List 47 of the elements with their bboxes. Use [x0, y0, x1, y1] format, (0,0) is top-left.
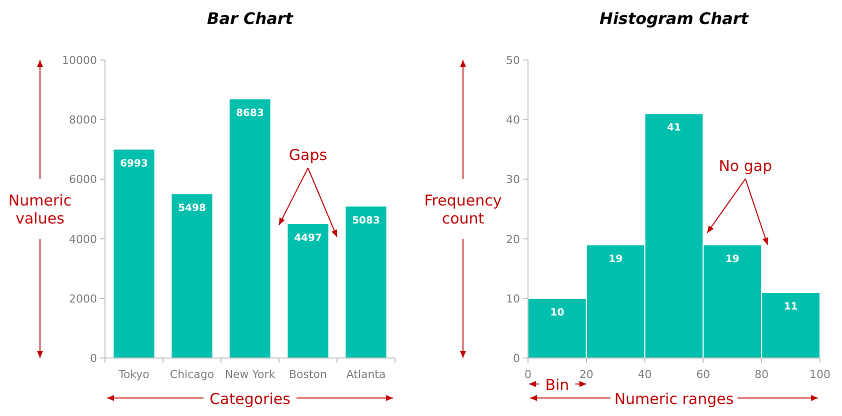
chart-title: Bar Chart — [207, 9, 294, 28]
y-tick-label: 8000 — [69, 114, 97, 127]
y-tick-label: 10000 — [62, 54, 97, 67]
x-tick-label: Chicago — [170, 368, 214, 381]
data-label: 5498 — [178, 203, 206, 214]
bar — [114, 150, 154, 358]
data-label: 41 — [667, 122, 681, 134]
x-tick-label: Boston — [288, 368, 328, 381]
x-tick-label: 40 — [638, 368, 652, 381]
data-label: 10 — [550, 307, 564, 318]
x-tick-label: Tokyo — [118, 368, 150, 381]
x-tick-label: Atlanta — [346, 368, 386, 381]
y-tick-label: 10 — [506, 292, 520, 306]
data-label: 4497 — [294, 232, 322, 244]
x-tick-label: 100 — [810, 368, 830, 381]
chart-title: Histogram Chart — [600, 9, 750, 28]
y-tick-label: 50 — [506, 54, 520, 67]
bar — [172, 194, 212, 358]
data-label: 11 — [784, 301, 798, 312]
data-label: 5083 — [352, 216, 380, 227]
data-label: 8683 — [236, 108, 264, 120]
x-tick-label: 20 — [579, 368, 594, 381]
y-tick-label: 6000 — [69, 173, 97, 186]
text: Categories — [210, 390, 291, 408]
annotation: No gap — [718, 156, 772, 175]
data-label: 6993 — [120, 158, 148, 170]
text: Numeric ranges — [614, 390, 734, 408]
y-tick-label: 20 — [506, 232, 520, 246]
bar — [346, 206, 386, 358]
bar — [230, 99, 270, 358]
x-tick-label: New York — [224, 368, 276, 381]
x-tick-label: 60 — [696, 368, 710, 381]
x-tick-label: 80 — [754, 368, 769, 381]
text: Numeric values — [8, 191, 72, 228]
y-tick-label: 0 — [90, 352, 97, 365]
y-tick-label: 2000 — [69, 292, 97, 306]
data-label: 19 — [725, 254, 740, 265]
text: Bin — [545, 376, 570, 394]
x-tick-label: 0 — [524, 368, 532, 381]
y-tick-label: 40 — [506, 114, 520, 127]
annotation: Gaps — [288, 146, 328, 164]
text: Frequency count — [424, 191, 502, 228]
y-tick-label: 4000 — [69, 232, 97, 246]
bar — [288, 224, 328, 358]
data-label: 19 — [608, 254, 623, 265]
y-tick-label: 30 — [506, 173, 520, 186]
y-tick-label: 0 — [513, 352, 520, 365]
